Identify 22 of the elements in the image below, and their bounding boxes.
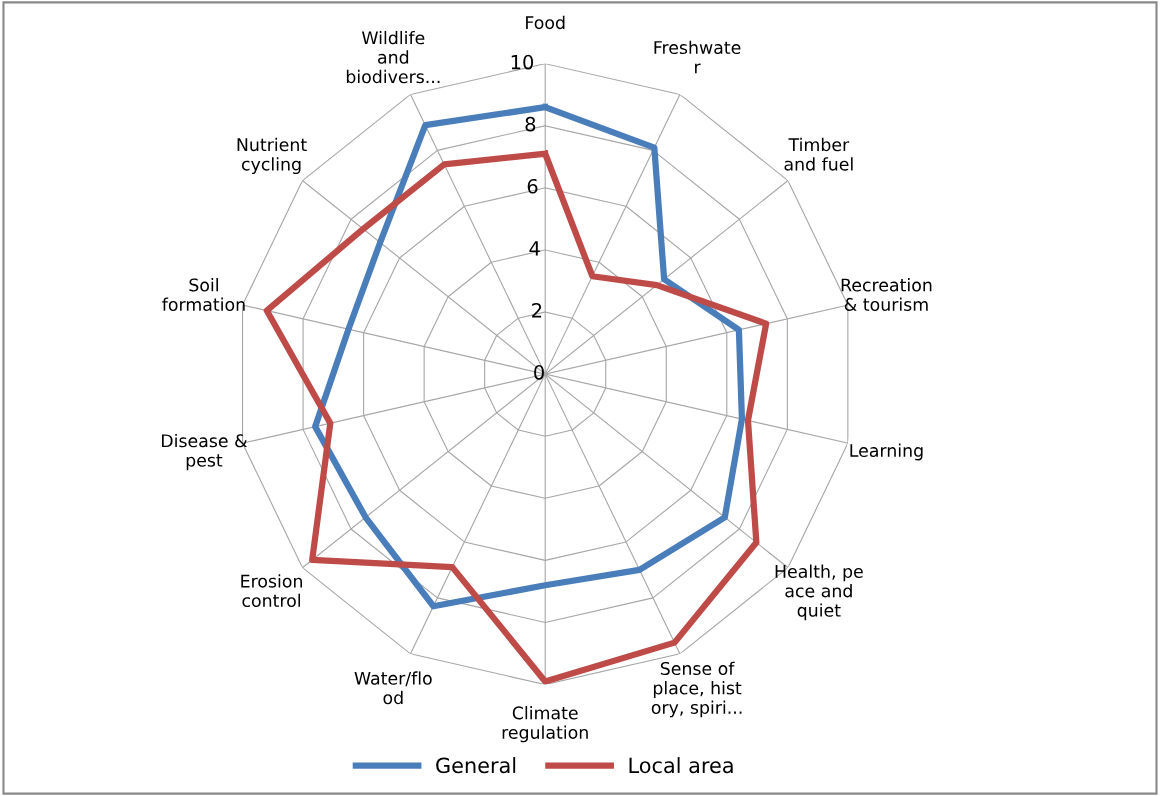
y-tick-label: 0	[534, 365, 544, 380]
spoke-label: Learning	[850, 443, 923, 461]
spoke-label: Nutrient cycling	[237, 137, 307, 175]
spoke-label: Wildlife and biodivers...	[346, 30, 440, 84]
spoke-label: Water/flo od	[354, 671, 432, 705]
spoke-label: Soil formation	[162, 278, 245, 311]
y-tick-label: 4	[529, 241, 540, 256]
spoke-label: Freshwate r	[654, 40, 741, 74]
spoke-label: Health, pe ace and quiet	[775, 564, 863, 621]
legend-label: Local area	[629, 757, 733, 774]
y-tick-label: 8	[525, 116, 536, 132]
y-tick-label: 6	[527, 178, 538, 194]
spoke-label: Climate regulation	[502, 706, 588, 743]
legend-label: General	[436, 757, 516, 774]
y-tick-label: 10	[511, 54, 534, 70]
spoke-label: Recreation & tourism	[841, 278, 932, 311]
spoke-label: Erosion control	[241, 574, 302, 608]
y-tick-label: 2	[532, 303, 542, 318]
spoke-label: Disease & pest	[161, 433, 248, 471]
spoke-label: Timber and fuel	[784, 137, 853, 171]
spoke-label: Sense of place, hist ory, spiri...	[651, 661, 742, 718]
spoke-label: Food	[526, 15, 565, 30]
